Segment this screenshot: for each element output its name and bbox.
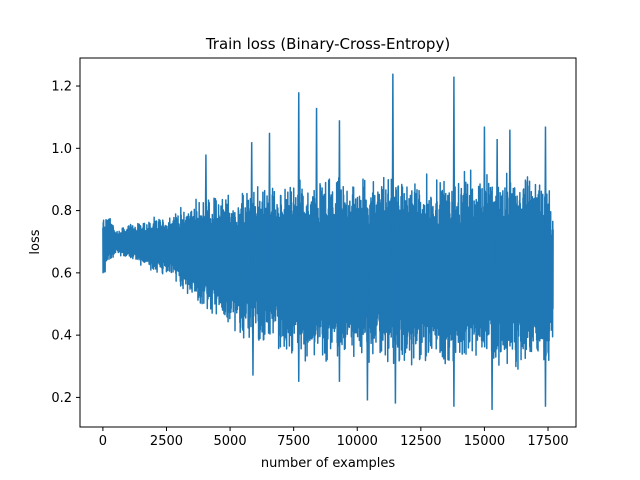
x-tick-label: 0: [99, 434, 107, 449]
x-tick-label: 15000: [464, 434, 505, 449]
series-spike-high: [338, 120, 341, 270]
series-spike-low: [452, 271, 456, 407]
x-tick-label: 5000: [214, 434, 247, 449]
series-spike-low: [338, 269, 341, 382]
series-spike-high: [495, 138, 499, 270]
x-ticks: 0 2500 5000 7500 10000 12500 15000 17500: [99, 427, 569, 449]
x-tick-label: 2500: [150, 434, 183, 449]
series-spike-high: [315, 107, 318, 269]
series-spike-high: [391, 73, 395, 270]
series-spike-high: [250, 142, 254, 265]
series-spike-low: [366, 269, 369, 401]
series-spike-high: [297, 92, 301, 269]
y-tick-label: 0.4: [51, 329, 72, 344]
series-layer: [102, 73, 554, 410]
y-tick-label: 0.8: [51, 204, 72, 219]
series-line: [102, 169, 554, 370]
y-ticks: 0.2 0.4 0.6 0.8 1.0 1.2: [51, 80, 80, 406]
x-tick-label: 12500: [400, 434, 441, 449]
y-tick-label: 1.2: [51, 80, 72, 95]
y-tick-label: 0.2: [51, 391, 72, 406]
x-axis-label: number of examples: [261, 456, 395, 471]
series-spike-high: [483, 126, 486, 270]
series-spike-low: [544, 271, 547, 407]
series-spike-low: [490, 269, 494, 410]
series-spike-low: [251, 264, 255, 376]
series-spike-low: [297, 268, 301, 382]
series-spike-low: [394, 269, 397, 404]
x-tick-label: 17500: [527, 434, 568, 449]
series-spike-high: [452, 76, 456, 272]
x-tick-label: 7500: [277, 434, 310, 449]
axes-frame: [79, 57, 577, 428]
x-tick-label: 10000: [337, 434, 378, 449]
series-spike-high: [508, 129, 512, 270]
chart-title: Train loss (Binary-Cross-Entropy): [205, 35, 450, 53]
y-tick-label: 1.0: [51, 142, 72, 157]
series-spike-high: [544, 126, 547, 272]
y-tick-label: 0.6: [51, 266, 72, 281]
y-axis-label: loss: [28, 229, 43, 254]
series-spike-high: [204, 154, 208, 255]
series-spike-high: [268, 132, 271, 266]
